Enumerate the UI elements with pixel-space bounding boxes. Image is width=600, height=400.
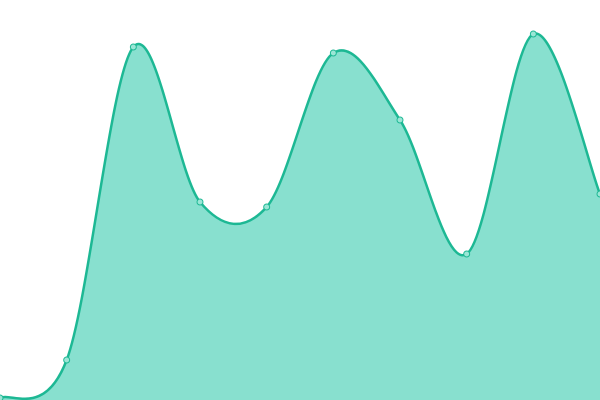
data-point [129,43,137,51]
data-point [0,394,4,400]
data-point [196,198,204,206]
data-point [63,356,71,364]
data-point [596,190,600,198]
data-point [263,203,271,211]
data-point [329,49,337,57]
area-fill [0,33,600,400]
data-point [463,250,471,258]
area-line [0,32,600,400]
data-point [396,116,404,124]
data-point [529,30,537,38]
